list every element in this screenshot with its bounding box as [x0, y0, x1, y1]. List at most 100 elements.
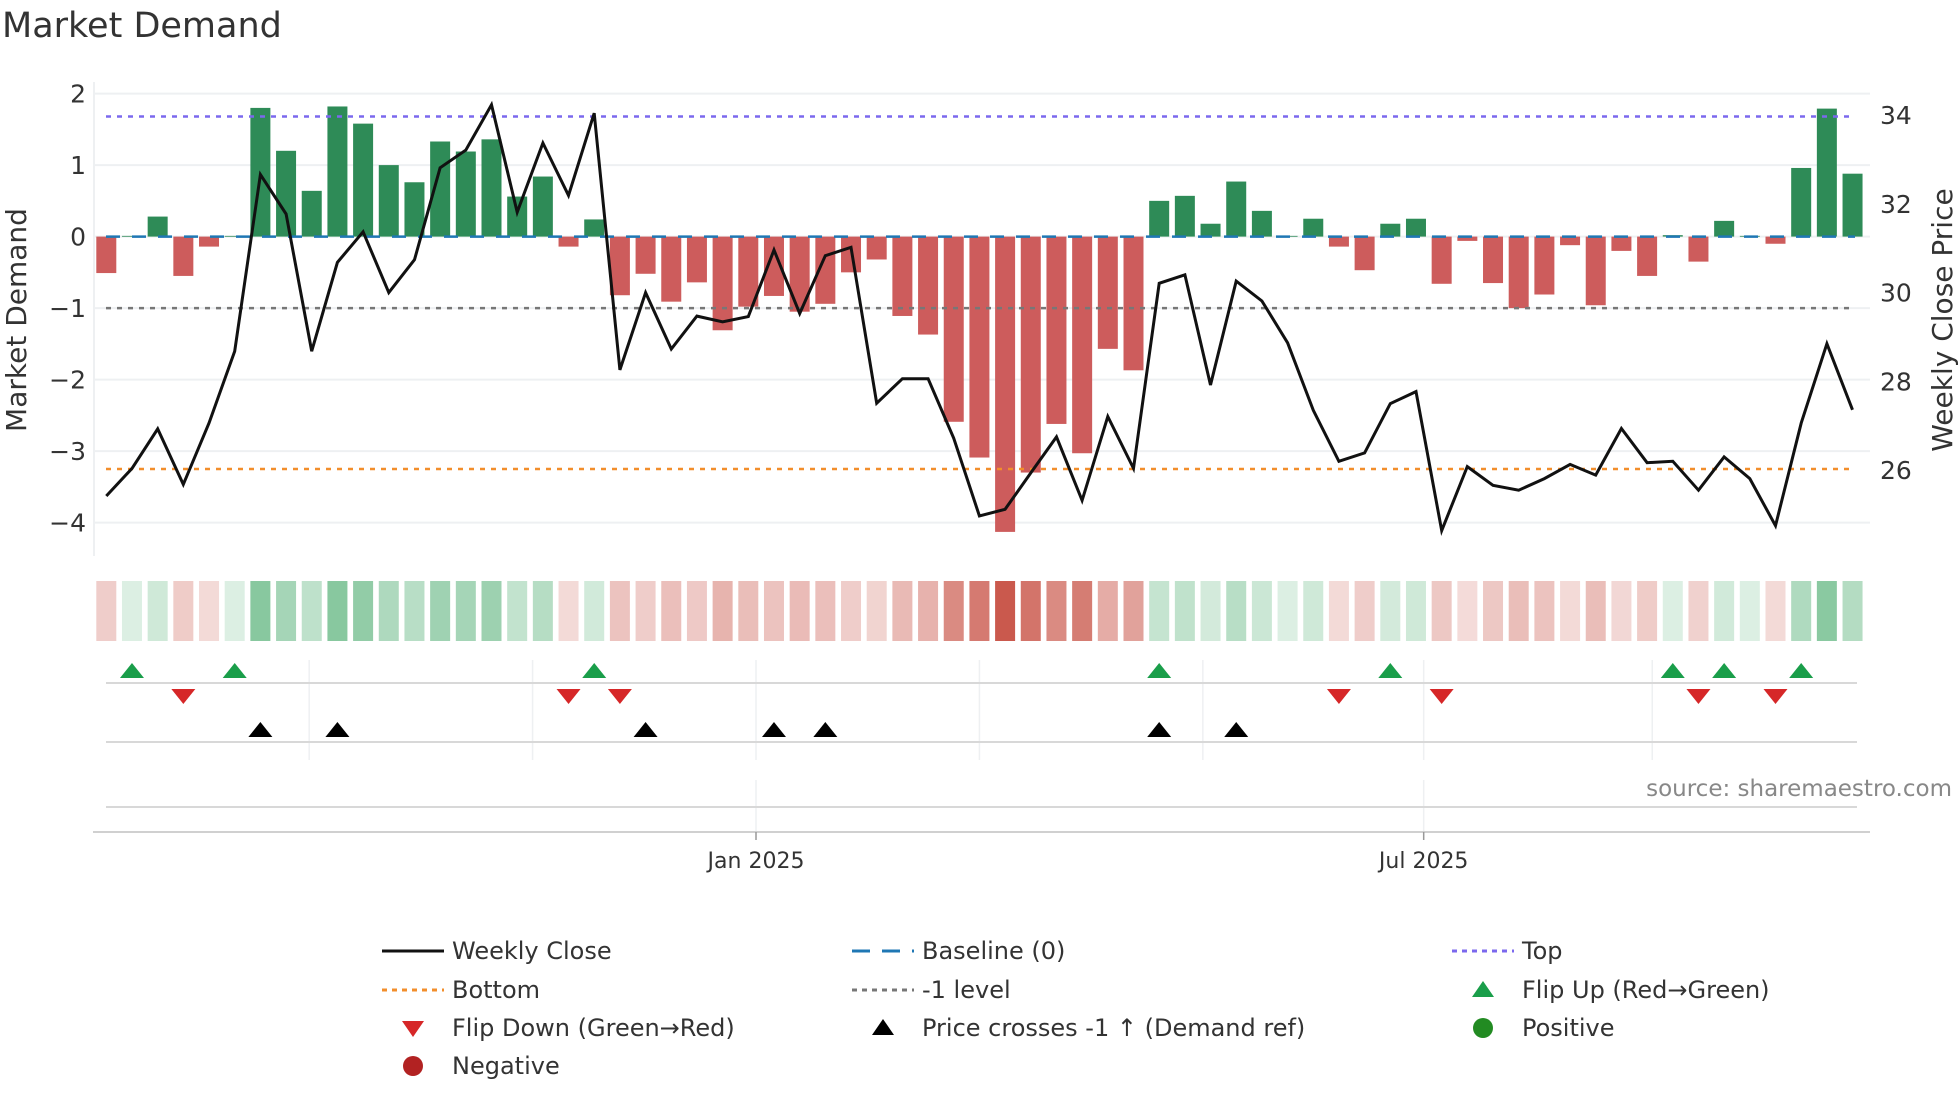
demand-bar	[1611, 236, 1632, 251]
legend-label: Weekly Close	[452, 937, 612, 965]
demand-bar	[1303, 218, 1324, 237]
heat-cell	[635, 581, 656, 641]
y-tick-label: −2	[49, 366, 86, 395]
demand-bar	[1431, 236, 1452, 284]
demand-bar	[1791, 167, 1812, 237]
demand-bar	[1765, 236, 1786, 244]
heat-cell	[1303, 581, 1324, 641]
demand-bar	[199, 236, 220, 247]
heat-cell	[199, 581, 220, 641]
flip-up-marker	[119, 663, 144, 678]
y-tick-label: 0	[70, 223, 86, 252]
price-cross-marker	[1224, 722, 1249, 737]
demand-bar	[1226, 181, 1247, 237]
heat-cell	[173, 581, 194, 641]
demand-bar	[1714, 220, 1735, 237]
demand-bar	[147, 216, 168, 237]
legend-top: Top	[1450, 933, 1563, 969]
demand-bar	[1585, 236, 1606, 306]
legend-baseline: Baseline (0)	[850, 933, 1065, 969]
heat-cell	[1226, 581, 1247, 641]
demand-bar	[1328, 236, 1349, 247]
demand-bar	[353, 123, 374, 237]
y2-axis-label: Weekly Close Price	[1926, 188, 1959, 451]
demand-bar	[1046, 236, 1067, 424]
flip-up-marker	[222, 663, 247, 678]
heat-cell	[686, 581, 707, 641]
heat-cell	[481, 581, 502, 641]
demand-bar	[96, 236, 117, 274]
heat-cell	[892, 581, 913, 641]
flip-up-marker	[1789, 663, 1814, 678]
demand-bar	[1354, 236, 1375, 271]
heat-cell	[507, 581, 528, 641]
heat-cell	[1791, 581, 1812, 641]
heat-cell	[1328, 581, 1349, 641]
price-cross-marker	[248, 722, 273, 737]
demand-bar	[609, 236, 630, 296]
demand-bar	[404, 182, 425, 237]
heat-cell	[969, 581, 990, 641]
heat-cell	[1662, 581, 1683, 641]
heat-cell	[1354, 581, 1375, 641]
heat-cell	[943, 581, 964, 641]
demand-bar	[173, 236, 194, 276]
legend-weekly-close: Weekly Close	[380, 933, 612, 969]
demand-bar	[1457, 236, 1478, 241]
legend-label: Positive	[1522, 1014, 1615, 1042]
demand-bar	[121, 235, 142, 237]
flip-down-marker	[1326, 689, 1351, 704]
heat-cell	[841, 581, 862, 641]
demand-bar	[301, 190, 322, 237]
heat-cell	[1123, 581, 1144, 641]
demand-bar	[1637, 236, 1658, 276]
demand-bar	[763, 236, 784, 296]
source-label: source: sharemaestro.com	[1646, 776, 1952, 802]
legend-price-cross: Price crosses -1 ↑ (Demand ref)	[850, 1010, 1305, 1046]
chart-title: Market Demand	[2, 6, 282, 46]
demand-bar	[1508, 236, 1529, 309]
demand-bar	[1200, 223, 1221, 237]
demand-bar	[507, 196, 528, 237]
x-tick-label: Jan 2025	[706, 849, 805, 874]
price-cross-marker	[813, 722, 838, 737]
price-cross-marker	[1147, 722, 1172, 737]
demand-bar	[378, 165, 399, 237]
triangle-down-icon	[402, 1021, 424, 1037]
demand-bar	[1842, 173, 1863, 237]
heat-cell	[1174, 581, 1195, 641]
dotted-line-icon	[1452, 949, 1514, 953]
y-tick-label: −1	[49, 294, 86, 323]
demand-bar	[1534, 236, 1555, 295]
heat-cell	[1714, 581, 1735, 641]
heat-cell	[301, 581, 322, 641]
demand-bar	[558, 236, 579, 247]
flip-down-marker	[607, 689, 632, 704]
legend-label: Bottom	[452, 976, 541, 1004]
heat-cell	[96, 581, 117, 641]
heat-cell	[712, 581, 733, 641]
heat-cell	[1020, 581, 1041, 641]
demand-bar	[943, 236, 964, 422]
flip-down-marker	[1686, 689, 1711, 704]
legend-label: Baseline (0)	[922, 937, 1066, 965]
heat-cell	[1585, 581, 1606, 641]
flip-up-marker	[1712, 663, 1737, 678]
heat-cell	[378, 581, 399, 641]
heat-cell	[1688, 581, 1709, 641]
heat-cell	[1405, 581, 1426, 641]
y-tick-label: 1	[70, 151, 86, 180]
legend-negative: Negative	[380, 1048, 560, 1084]
flip-up-marker	[582, 663, 607, 678]
dotted-line-icon	[382, 988, 444, 992]
dashed-line-icon	[852, 949, 914, 953]
heat-cell	[1637, 581, 1658, 641]
heat-cell	[147, 581, 168, 641]
heat-cell	[1046, 581, 1067, 641]
heat-cell	[609, 581, 630, 641]
demand-bar	[327, 106, 348, 237]
heat-cell	[1739, 581, 1760, 641]
demand-bar	[995, 236, 1016, 532]
heat-cell	[995, 581, 1016, 641]
legend-positive: Positive	[1450, 1010, 1615, 1046]
